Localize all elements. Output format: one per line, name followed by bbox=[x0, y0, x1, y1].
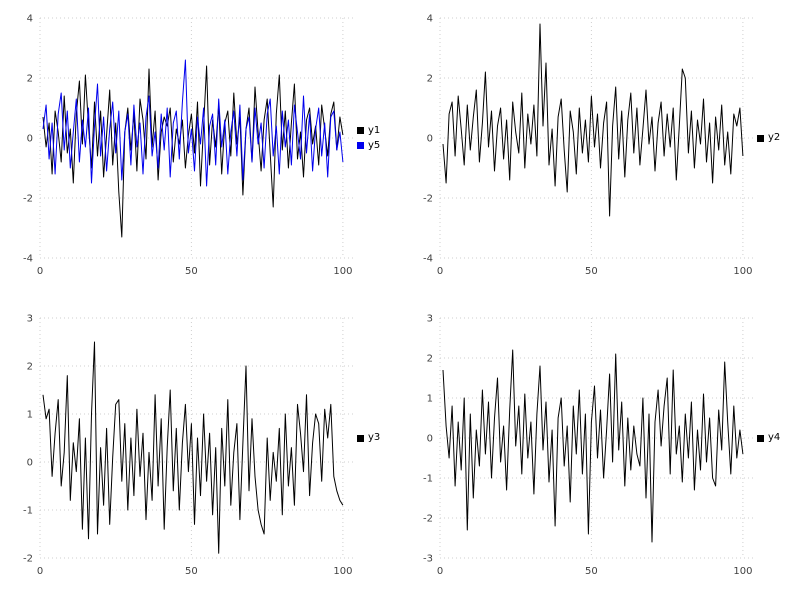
y-tick-label: 4 bbox=[27, 14, 33, 25]
series-line-y1 bbox=[42, 65, 344, 238]
y-tick-label: -1 bbox=[423, 474, 433, 485]
y-tick-label: -2 bbox=[423, 514, 433, 525]
chart-canvas-y1-y5: -4 -2 0 2 4 0 50 100 bbox=[23, 14, 355, 277]
series-line-y3 bbox=[42, 341, 344, 554]
legend-label-y5: y5 bbox=[368, 139, 381, 151]
y-tick-label: -2 bbox=[23, 554, 33, 565]
chart-panel-bottom-right: -3 -2 -1 0 1 2 3 0 50 100 y4 bbox=[400, 300, 800, 600]
x-tick-label: 0 bbox=[37, 566, 43, 577]
y-tick-label: -1 bbox=[23, 506, 33, 517]
y-tick-label: -4 bbox=[23, 254, 33, 265]
x-tick-label: 50 bbox=[585, 566, 598, 577]
series-line-y2 bbox=[442, 23, 744, 217]
y-tick-label: -2 bbox=[423, 194, 433, 205]
legend-entry: y5 bbox=[357, 139, 381, 151]
y-tick-label: 1 bbox=[427, 394, 433, 405]
chart-panel-top-left: -4 -2 0 2 4 0 50 100 y1 y5 bbox=[0, 0, 400, 300]
legend-label-y3: y3 bbox=[368, 432, 381, 443]
legend-entry: y3 bbox=[357, 433, 380, 443]
y-tick-label: -4 bbox=[423, 254, 433, 265]
x-tick-label: 100 bbox=[733, 266, 752, 277]
legend-marker-y1 bbox=[357, 127, 364, 134]
chart-canvas-y2: -4 -2 0 2 4 0 50 100 bbox=[423, 14, 755, 277]
y-tick-label: 4 bbox=[427, 14, 433, 25]
x-tick-label: 50 bbox=[185, 266, 198, 277]
y-tick-label: 1 bbox=[27, 410, 33, 421]
x-tick-label: 0 bbox=[437, 566, 443, 577]
x-tick-label: 100 bbox=[333, 266, 352, 277]
x-tick-label: 100 bbox=[733, 566, 752, 577]
chart-panel-top-right: -4 -2 0 2 4 0 50 100 y2 bbox=[400, 0, 800, 300]
legend-entry: y1 bbox=[357, 124, 381, 136]
legend: y4 bbox=[757, 318, 780, 558]
legend-marker-y5 bbox=[357, 142, 364, 149]
series-line-y5 bbox=[42, 59, 344, 187]
y-tick-label: 0 bbox=[27, 458, 33, 469]
x-tick-label: 50 bbox=[185, 566, 198, 577]
y-tick-label: 2 bbox=[27, 74, 33, 85]
series-line-y4 bbox=[442, 349, 744, 543]
legend-entry: y4 bbox=[757, 433, 780, 443]
x-tick-label: 0 bbox=[37, 266, 43, 277]
legend-label-y2: y2 bbox=[768, 132, 781, 143]
x-tick-label: 50 bbox=[585, 266, 598, 277]
legend: y3 bbox=[357, 318, 380, 558]
chart-panel-bottom-left: -2 -1 0 1 2 3 0 50 100 y3 bbox=[0, 300, 400, 600]
chart-canvas-y3: -2 -1 0 1 2 3 0 50 100 bbox=[23, 314, 355, 577]
y-tick-label: -3 bbox=[423, 554, 433, 565]
legend-label-y1: y1 bbox=[368, 124, 381, 136]
y-tick-label: 2 bbox=[427, 354, 433, 365]
legend: y1 y5 bbox=[357, 18, 380, 258]
legend-entry: y2 bbox=[757, 133, 780, 143]
y-tick-label: 2 bbox=[427, 74, 433, 85]
legend-label-y4: y4 bbox=[768, 432, 781, 443]
y-tick-label: 3 bbox=[27, 314, 33, 325]
x-tick-label: 100 bbox=[333, 566, 352, 577]
y-tick-label: 0 bbox=[427, 134, 433, 145]
legend-marker-y3 bbox=[357, 434, 364, 442]
chart-canvas-y4: -3 -2 -1 0 1 2 3 0 50 100 bbox=[423, 314, 755, 577]
x-tick-label: 0 bbox=[437, 266, 443, 277]
legend-marker-y2 bbox=[757, 134, 764, 142]
y-tick-label: 2 bbox=[27, 362, 33, 373]
legend: y2 bbox=[757, 18, 780, 258]
y-tick-label: -2 bbox=[23, 194, 33, 205]
y-tick-label: 0 bbox=[427, 434, 433, 445]
legend-marker-y4 bbox=[757, 434, 764, 442]
y-tick-label: 0 bbox=[27, 134, 33, 145]
y-tick-label: 3 bbox=[427, 314, 433, 325]
